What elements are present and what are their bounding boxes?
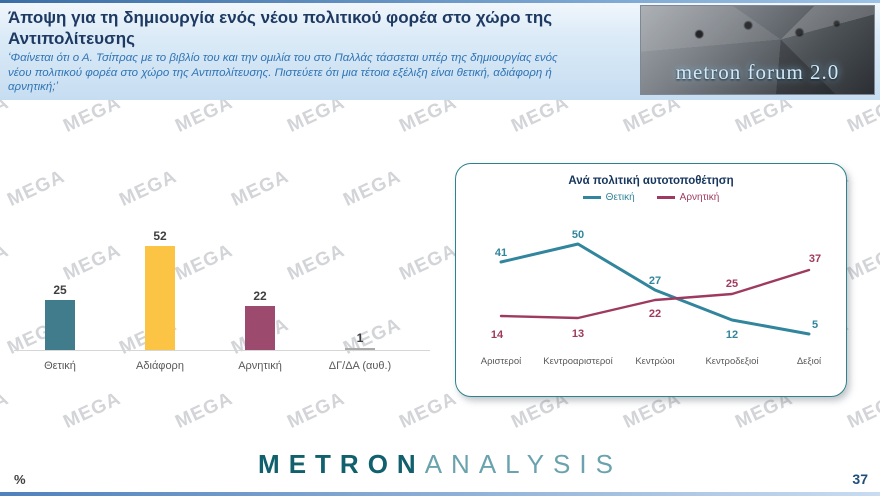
line-chart-xaxis: Αριστεροί Κεντροαριστεροί Κεντρώοι Κεντροδε… <box>456 356 848 372</box>
legend-swatch <box>582 196 601 199</box>
brand-analysis: ANALYSIS <box>424 449 622 479</box>
bar-value-label: 22 <box>253 289 267 303</box>
watermark-text: MEGA <box>60 388 125 433</box>
top-divider <box>0 0 880 3</box>
line-xaxis-label: Δεξιοί <box>796 356 822 367</box>
line-data-label: 27 <box>649 275 661 287</box>
line-data-label: 50 <box>572 229 584 241</box>
bar-value-label: 52 <box>153 229 167 243</box>
line-chart-svg: 41 50 27 12 5 14 13 22 25 37 <box>491 229 821 341</box>
legend-item: Θετική <box>582 192 635 203</box>
bar-chart-baseline <box>14 350 430 351</box>
bar-column: 52 Αδιάφορη <box>110 229 210 372</box>
line-xaxis-label: Κεντροδεξιοί <box>705 356 759 367</box>
bar-category-label: ΔΓ/ΔΑ (αυθ.) <box>328 360 392 372</box>
slide-title: Άποψη για τη δημιουργία ενός νέου πολιτι… <box>8 8 553 48</box>
watermark-text: MEGA <box>116 166 181 211</box>
legend-swatch <box>656 196 675 199</box>
line-data-label: 12 <box>726 329 738 341</box>
metron-forum-logo-text: metron forum 2.0 <box>675 60 840 84</box>
line-chart-card: Ανά πολιτική αυτοτοποθέτηση Θετική Αρνητι… <box>455 163 847 397</box>
bar <box>245 306 275 350</box>
watermark-text: MEGA <box>4 166 69 211</box>
watermark-text: MEGA <box>396 388 461 433</box>
line-chart-legend: Θετική Αρνητική <box>456 192 846 203</box>
line-xaxis-label: Κεντροαριστεροί <box>543 356 613 367</box>
bottom-divider <box>0 492 880 496</box>
line-data-label: 37 <box>809 253 821 265</box>
watermark-text: MEGA <box>340 166 405 211</box>
watermark-text: MEGA <box>172 388 237 433</box>
line-data-label: 22 <box>649 308 661 320</box>
bar-value-label: 25 <box>53 283 67 297</box>
watermark-text: MEGA <box>844 388 880 433</box>
metron-forum-logo: metron forum 2.0 <box>640 5 875 95</box>
bar <box>45 300 75 350</box>
bar <box>145 246 175 350</box>
watermark-text: MEGA <box>228 166 293 211</box>
line-chart-title: Ανά πολιτική αυτοτοποθέτηση <box>568 175 734 187</box>
watermark-text: MEGA <box>844 240 880 285</box>
survey-question: ‘Φαίνεται ότι ο Α. Τσίπρας με το βιβλίο … <box>8 52 558 93</box>
bar <box>345 348 375 350</box>
line-data-label: 5 <box>812 319 818 331</box>
line-series-positive <box>499 242 811 336</box>
legend-item: Αρνητική <box>656 192 720 203</box>
line-xaxis-label: Κεντρώοι <box>635 356 675 367</box>
bar-category-label: Θετική <box>44 360 76 372</box>
page-number: 37 <box>852 471 868 487</box>
line-series-negative <box>499 268 811 320</box>
bar-category-label: Αδιάφορη <box>136 360 184 372</box>
line-data-label: 25 <box>726 278 738 290</box>
brand-metron: METRON <box>258 449 425 479</box>
watermark-text: MEGA <box>284 388 349 433</box>
bar-column: 1 ΔΓ/ΔΑ (αυθ.) <box>310 230 410 372</box>
bar-category-label: Αρνητική <box>238 360 282 372</box>
line-data-label: 41 <box>495 247 507 259</box>
watermark-text: MEGA <box>0 388 13 433</box>
bar-chart: 25 Θετική 52 Αδιάφορη 22 Αρνητική 1 ΔΓ/ΔΑ (αυθ.… <box>10 229 430 372</box>
bar-column: 22 Αρνητική <box>210 230 310 372</box>
legend-label: Αρνητική <box>679 192 720 203</box>
line-data-label: 13 <box>572 328 584 340</box>
line-data-label: 14 <box>491 329 504 341</box>
line-xaxis-label: Αριστεροί <box>480 356 522 367</box>
header: Άποψη για τη δημιουργία ενός νέου πολιτι… <box>0 0 880 100</box>
bar-column: 25 Θετική <box>10 230 110 372</box>
legend-label: Θετική <box>605 192 635 203</box>
percent-unit-label: % <box>14 472 26 487</box>
bar-value-label: 1 <box>356 331 364 345</box>
metron-analysis-logo: METRONANALYSIS <box>0 449 880 480</box>
